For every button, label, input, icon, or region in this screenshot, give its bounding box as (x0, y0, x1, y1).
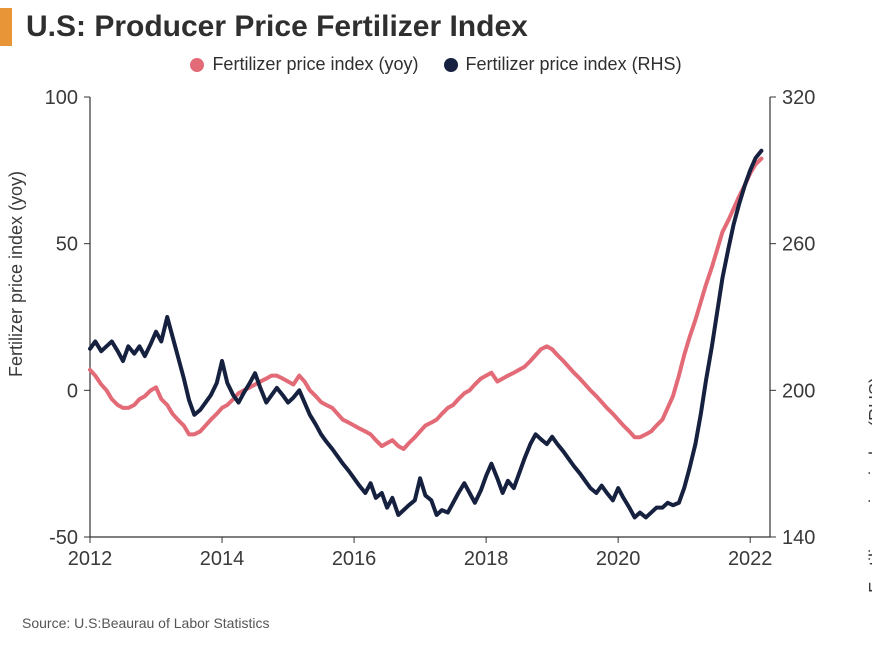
legend: Fertilizer price index (yoy) Fertilizer … (0, 54, 872, 77)
svg-text:200: 200 (782, 380, 815, 402)
svg-text:2020: 2020 (596, 548, 641, 570)
svg-text:100: 100 (45, 87, 78, 109)
chart-svg: -50 0 50 100 140 200 260 320 2012 2014 2016 2018 202… (0, 77, 872, 607)
source-text: Source: U.S:Beaurau of Labor Statistics (0, 607, 872, 631)
svg-text:2022: 2022 (728, 548, 773, 570)
legend-label-rhs: Fertilizer price index (RHS) (466, 54, 682, 75)
chart-area: Fertilizer price index (yoy) Fertilizer … (0, 77, 872, 607)
legend-item-rhs: Fertilizer price index (RHS) (444, 54, 682, 75)
svg-text:2014: 2014 (200, 548, 245, 570)
legend-item-yoy: Fertilizer price index (yoy) (190, 54, 418, 75)
legend-label-yoy: Fertilizer price index (yoy) (212, 54, 418, 75)
y-axis-right-label: Fertilizer price index (RHS) (866, 377, 872, 593)
legend-dot-yoy (190, 58, 204, 72)
svg-text:320: 320 (782, 87, 815, 109)
svg-text:260: 260 (782, 233, 815, 255)
svg-text:0: 0 (67, 380, 78, 402)
svg-text:-50: -50 (49, 527, 78, 549)
title-bar: U.S: Producer Price Fertilizer Index (0, 0, 872, 46)
y-axis-left-label: Fertilizer price index (yoy) (6, 170, 27, 376)
series-line-rhs (90, 150, 761, 517)
svg-text:50: 50 (56, 233, 78, 255)
svg-text:2012: 2012 (68, 548, 113, 570)
title-accent-bar (0, 8, 12, 46)
chart-title: U.S: Producer Price Fertilizer Index (26, 10, 528, 44)
svg-text:2016: 2016 (332, 548, 377, 570)
legend-dot-rhs (444, 58, 458, 72)
svg-text:2018: 2018 (464, 548, 509, 570)
svg-text:140: 140 (782, 527, 815, 549)
